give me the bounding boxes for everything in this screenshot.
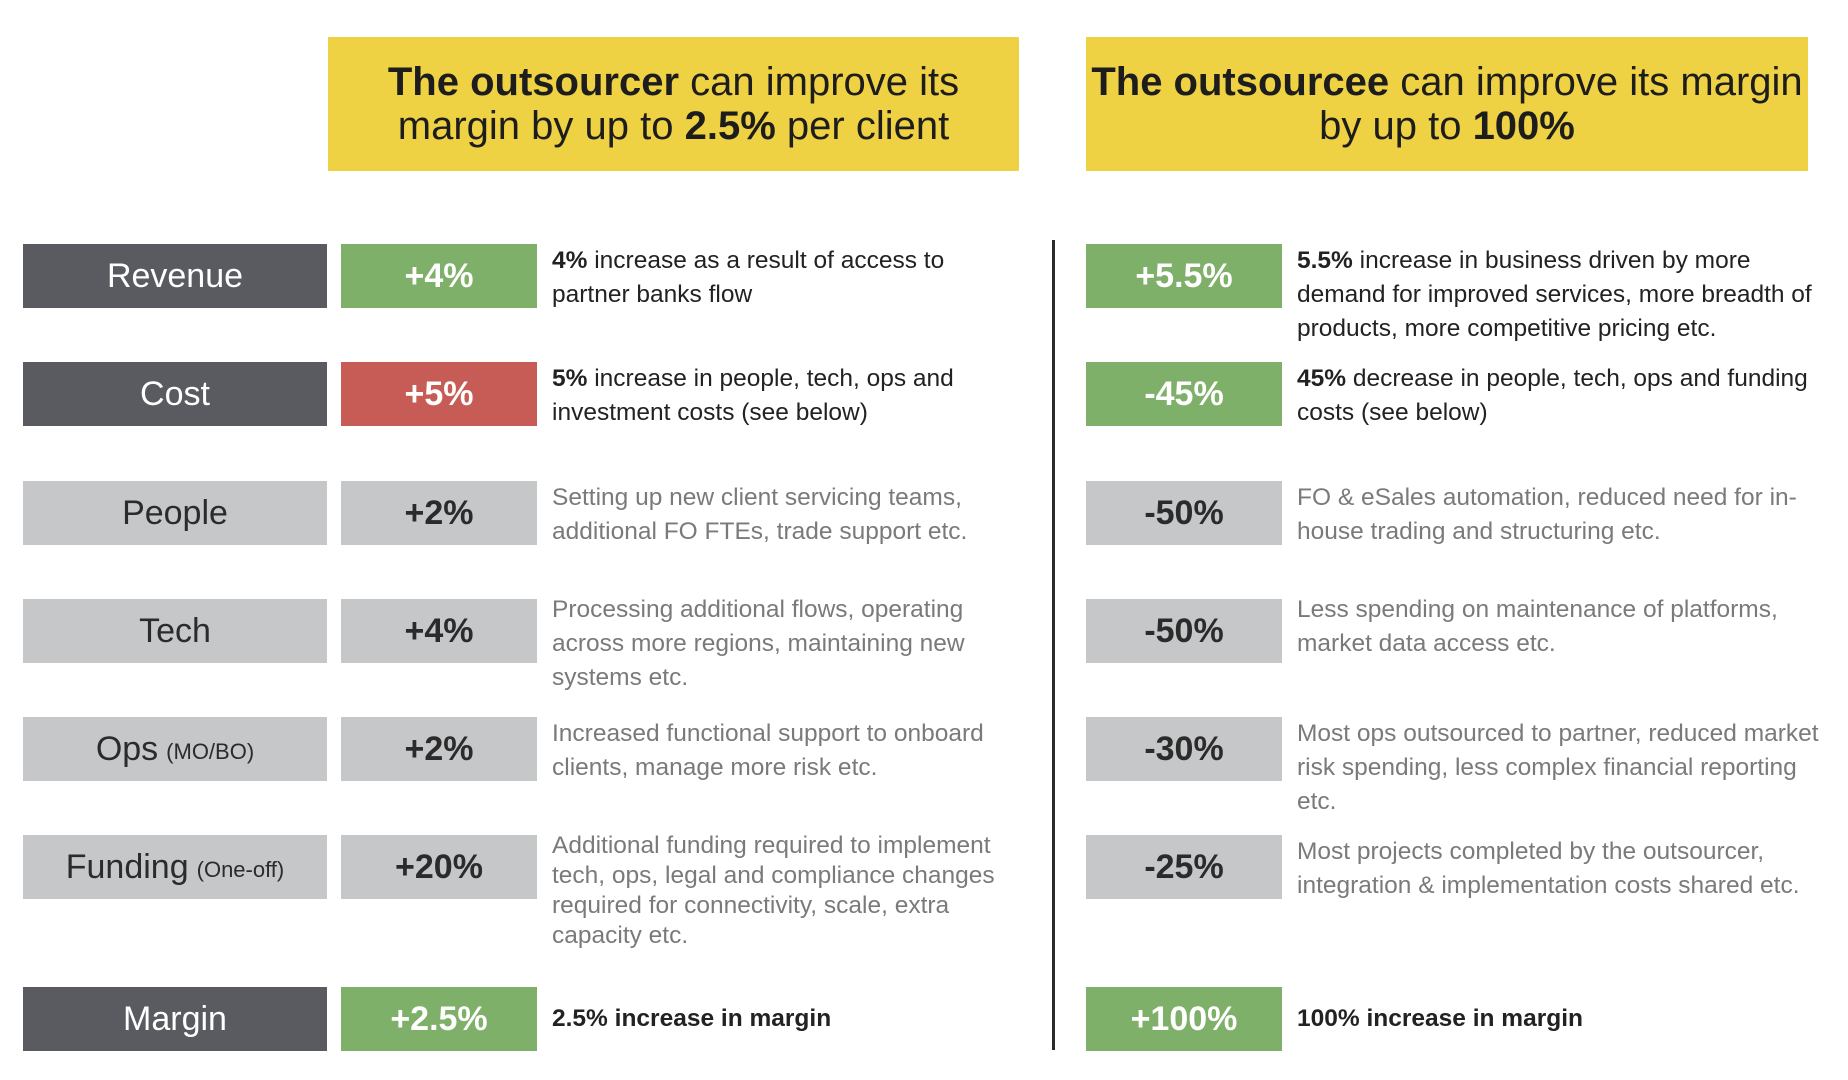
row-label-qualifier: (MO/BO) [166,739,255,764]
row-people: People +2% Setting up new client servici… [0,481,1848,545]
row-funding: Funding (One-off) +20% Additional funding… [0,832,1848,949]
outsourcer-value-badge: +4% [341,244,537,308]
outsourcer-header-text: The outsourcer can improve its margin by… [387,60,960,148]
outsourcee-header: The outsourcee can improve its margin by… [1086,37,1808,171]
row-label: Ops (MO/BO) [23,717,327,781]
outsourcee-value-badge: +100% [1086,987,1282,1051]
outsourcee-description: Most ops outsourced to partner, reduced … [1297,720,1819,815]
row-cost: Cost +5% 5% increase in people, tech, op… [0,362,1848,426]
outsourcer-header: The outsourcer can improve its margin by… [328,37,1019,171]
row-label: Revenue [23,244,327,308]
outsourcer-value-badge: +2% [341,481,537,545]
row-revenue: Revenue +4% 4% increase as a result of a… [0,244,1848,342]
outsourcee-value-badge: -50% [1086,599,1282,663]
outsourcee-value-badge: -30% [1086,717,1282,781]
outsourcer-value-badge: +20% [341,835,537,899]
outsourcee-description: Most projects completed by the outsource… [1297,838,1800,899]
column-divider [1052,240,1055,1050]
outsourcee-description: Less spending on maintenance of platform… [1297,596,1778,657]
outsourcer-description: Setting up new client servicing teams, a… [552,484,968,545]
row-label: Cost [23,362,327,426]
outsourcee-value-badge: -50% [1086,481,1282,545]
outsourcee-description: 5.5% increase in business driven by more… [1297,247,1812,342]
row-label: Tech [23,599,327,663]
outsourcer-description: 4% increase as a result of access to par… [552,247,945,308]
row-tech: Tech +4% Processing additional flows, op… [0,596,1848,691]
outsourcer-value-badge: +2% [341,717,537,781]
outsourcer-value-badge: +2.5% [341,987,537,1051]
outsourcer-value-badge: +4% [341,599,537,663]
outsourcee-description: FO & eSales automation, reduced need for… [1297,484,1797,545]
outsourcer-description: Increased functional support to onboard … [552,720,984,781]
outsourcee-value-badge: +5.5% [1086,244,1282,308]
outsourcer-description: 2.5% increase in margin [552,1005,832,1032]
outsourcer-description: 5% increase in people, tech, ops and inv… [552,365,954,426]
outsourcee-value-badge: -25% [1086,835,1282,899]
row-label: Funding (One-off) [23,835,327,899]
outsourcer-description: Additional funding required to implement… [552,832,995,949]
outsourcer-value-badge: +5% [341,362,537,426]
outsourcee-description: 45% decrease in people, tech, ops and fu… [1297,365,1808,426]
outsourcee-header-text: The outsourcee can improve its margin by… [1091,60,1803,148]
row-label: People [23,481,327,545]
row-ops: Ops (MO/BO) +2% Increased functional supp… [0,717,1848,815]
row-label: Margin [23,987,327,1051]
outsourcer-description: Processing additional flows, operating a… [552,596,965,691]
row-margin: Margin +2.5% 2.5% increase in margin +10… [0,987,1848,1051]
outsourcee-description: 100% increase in margin [1297,1005,1583,1032]
row-label-qualifier: (One-off) [196,857,285,882]
outsourcee-value-badge: -45% [1086,362,1282,426]
